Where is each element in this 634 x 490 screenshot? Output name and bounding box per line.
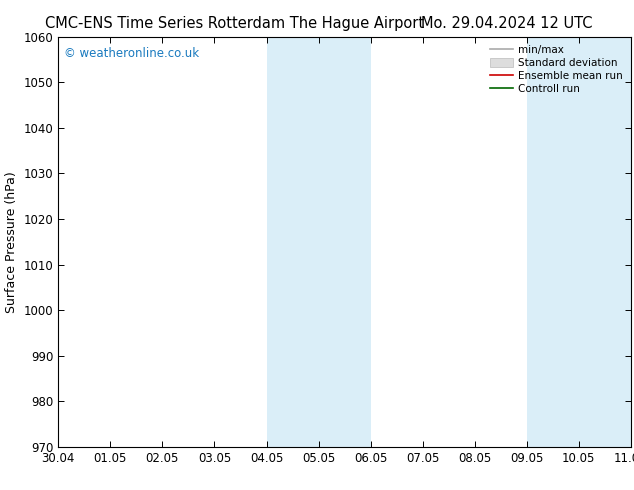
Text: CMC-ENS Time Series Rotterdam The Hague Airport: CMC-ENS Time Series Rotterdam The Hague … bbox=[45, 16, 424, 31]
Y-axis label: Surface Pressure (hPa): Surface Pressure (hPa) bbox=[5, 171, 18, 313]
Bar bbox=[266, 37, 371, 447]
Text: © weatheronline.co.uk: © weatheronline.co.uk bbox=[64, 47, 199, 60]
Text: Mo. 29.04.2024 12 UTC: Mo. 29.04.2024 12 UTC bbox=[422, 16, 593, 31]
Legend: min/max, Standard deviation, Ensemble mean run, Controll run: min/max, Standard deviation, Ensemble me… bbox=[486, 42, 626, 98]
Bar bbox=[527, 37, 631, 447]
